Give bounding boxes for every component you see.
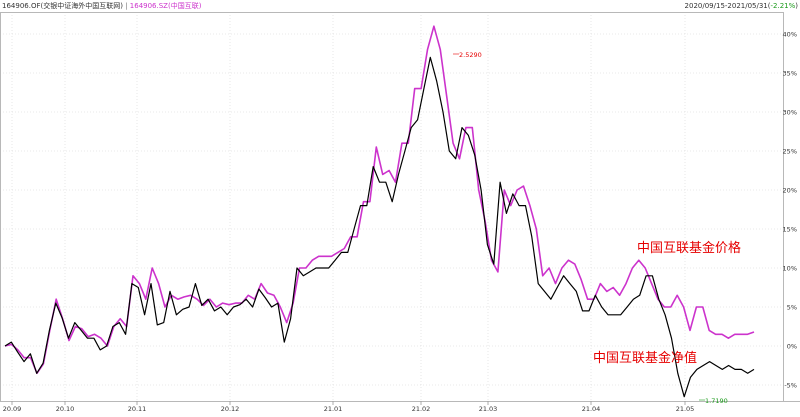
min-value-label: 1.7190 — [705, 397, 728, 405]
x-tick-label: 20.10 — [56, 405, 75, 413]
y-tick-label: 5% — [787, 304, 797, 312]
y-tick-label: 35% — [783, 70, 797, 78]
x-tick-label: 21.04 — [582, 405, 601, 413]
price-code: 164906.SZ — [129, 2, 168, 10]
y-tick-label: 25% — [783, 148, 797, 156]
price-series-line — [4, 25, 755, 375]
y-tick-label: 10% — [783, 265, 797, 273]
x-tick-label: 21.03 — [479, 405, 498, 413]
y-tick-label: 40% — [783, 31, 797, 39]
plot-frame — [0, 12, 784, 402]
chart-header: 164906.OF(交银中证海外中国互联网) | 164906.SZ(中国互联)… — [0, 0, 800, 12]
close-paren: ) — [795, 2, 798, 10]
date-range-info: 2020/09/15-2021/05/31(-2.21%) — [685, 0, 798, 12]
max-value-label: 2.5290 — [459, 51, 482, 59]
nav-series-annotation: 中国互联基金净值 — [593, 350, 697, 366]
price-series-annotation: 中国互联基金价格 — [637, 240, 741, 256]
x-tick-label: 20.09 — [3, 405, 22, 413]
x-tick-label: 21.01 — [324, 405, 343, 413]
x-tick-label: 20.11 — [128, 405, 147, 413]
y-axis-labels: 40% 35% 30% 25% 20% 15% 10% 5% 0% -5% — [783, 31, 797, 390]
period-change: -2.21% — [770, 2, 796, 10]
fund-title: 164906.OF(交银中证海外中国互联网) | 164906.SZ(中国互联) — [2, 0, 201, 12]
x-tick-label: 20.12 — [221, 405, 240, 413]
x-tick-label: 21.05 — [676, 405, 695, 413]
nav-series-line — [4, 56, 755, 398]
y-tick-label: 30% — [783, 109, 797, 117]
extreme-markers: 2.5290 1.7190 — [453, 51, 728, 405]
separator: | — [125, 2, 128, 10]
nav-code: 164906.OF — [2, 2, 41, 10]
nav-name: (交银中证海外中国互联网) — [40, 2, 123, 10]
x-axis-labels: 20.09 20.10 20.11 20.12 21.01 21.02 21.03 21.04… — [3, 401, 695, 413]
x-tick-label: 21.02 — [412, 405, 431, 413]
y-tick-label: -5% — [784, 382, 797, 390]
y-tick-label: 15% — [783, 226, 797, 234]
y-tick-label: 20% — [783, 187, 797, 195]
y-tick-label: 0% — [787, 343, 797, 351]
series-lines — [4, 25, 755, 398]
date-range: 2020/09/15-2021/05/31( — [684, 2, 771, 10]
price-name: (中国互联) — [167, 2, 202, 10]
grid-lines — [0, 12, 783, 401]
